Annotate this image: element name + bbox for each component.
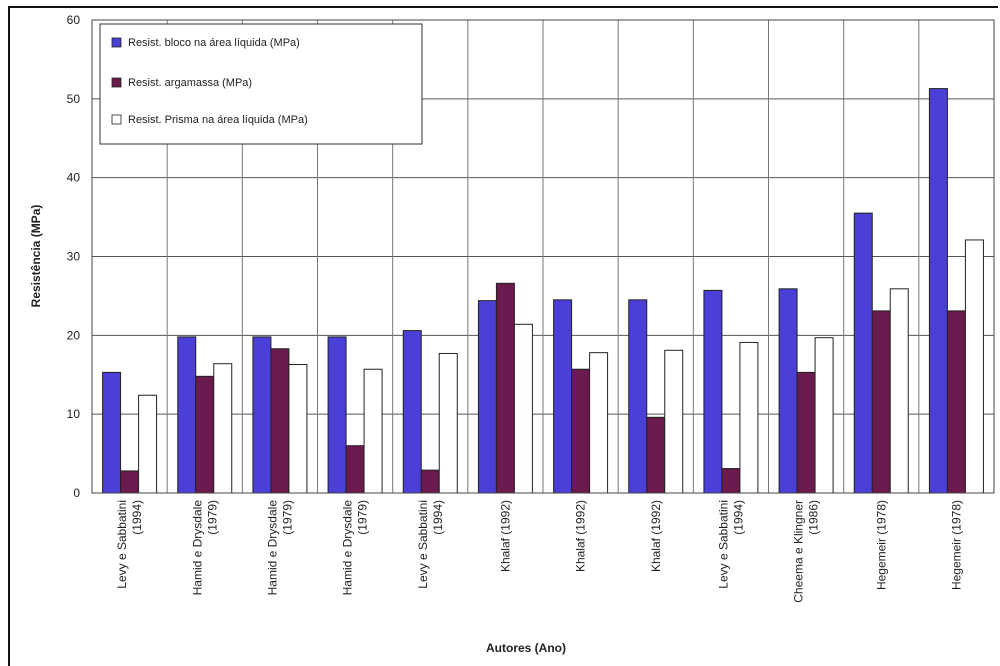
bar-bloco <box>402 330 422 494</box>
y-tick-label: 60 <box>67 13 81 27</box>
x-category-label: Cheema e Klingner (1986) <box>792 500 821 603</box>
bar-argamassa <box>721 468 741 494</box>
bar-bloco <box>177 336 197 494</box>
y-tick-labels: 0 10 20 30 40 50 60 <box>67 13 81 500</box>
x-category-label: Hamid e Drysdale (1979) <box>341 500 370 596</box>
x-category-label-line: Khalaf (1992) <box>574 500 588 572</box>
bars <box>102 88 984 494</box>
bar-prisma <box>814 337 834 494</box>
x-category-label-line: Levy e Sabbatini <box>115 500 129 589</box>
bar-bloco <box>477 300 497 494</box>
x-category-label-line: (1994) <box>130 500 144 535</box>
x-category-label: Khalaf (1992) <box>574 500 588 572</box>
bar-bloco <box>553 299 573 494</box>
x-category-label-line: Hamid e Drysdale <box>190 500 204 596</box>
bar-prisma <box>739 341 759 494</box>
legend-swatch-argamassa <box>111 77 122 88</box>
bar-prisma <box>363 368 383 494</box>
bar-bloco <box>102 371 122 494</box>
bar-prisma <box>964 239 984 494</box>
x-category-label: Hegemeir (1978) <box>949 500 963 590</box>
x-category-label-line: (1986) <box>807 500 821 535</box>
x-category-label-line: Levy e Sabbatini <box>716 500 730 589</box>
x-category-label: Hamid e Drysdale (1979) <box>190 500 219 596</box>
bar-argamassa <box>646 416 666 494</box>
bar-argamassa <box>495 282 515 494</box>
bar-bloco <box>252 336 272 494</box>
legend-label-argamassa: Resist. argamassa (MPa) <box>128 77 252 89</box>
legend-swatch-prisma <box>111 114 122 125</box>
y-tick-label: 20 <box>67 328 81 342</box>
bar-argamassa <box>120 470 140 494</box>
x-category-label-line: Khalaf (1992) <box>498 500 512 572</box>
x-axis-title: Autores (Ano) <box>486 641 566 655</box>
bar-prisma <box>589 352 609 494</box>
bar-argamassa <box>946 310 966 494</box>
bar-bloco <box>628 299 648 494</box>
x-category-label-line: Cheema e Klingner <box>792 500 806 603</box>
x-category-label-line: (1979) <box>205 500 219 535</box>
y-tick-label: 30 <box>67 250 81 264</box>
y-tick-label: 50 <box>67 92 81 106</box>
x-category-label-line: Hamid e Drysdale <box>341 500 355 596</box>
bar-prisma <box>213 363 233 494</box>
legend-label-bloco: Resist. bloco na área líquida (MPa) <box>128 37 300 49</box>
x-category-label: Khalaf (1992) <box>498 500 512 572</box>
bar-prisma <box>889 288 909 494</box>
x-category-label-line: (1979) <box>280 500 294 535</box>
bar-argamassa <box>195 375 215 494</box>
x-category-label: Levy e Sabbatini (1994) <box>416 500 445 589</box>
x-category-labels: Levy e Sabbatini (1994) Hamid e Drysdale (1… <box>115 500 963 603</box>
bar-argamassa <box>571 368 591 494</box>
legend-box <box>99 23 423 145</box>
bar-bloco <box>928 88 948 494</box>
bar-bloco <box>327 336 347 494</box>
x-category-label-line: Levy e Sabbatini <box>416 500 430 589</box>
x-category-label: Hamid e Drysdale (1979) <box>265 500 294 596</box>
y-axis-title: Resistência (MPa) <box>29 205 43 308</box>
legend-swatch-bloco <box>111 37 122 48</box>
x-category-label-line: Hegemeir (1978) <box>949 500 963 590</box>
bar-bloco <box>778 288 798 494</box>
y-tick-label: 40 <box>67 171 81 185</box>
bar-argamassa <box>796 371 816 494</box>
chart-frame <box>8 6 998 666</box>
legend: Resist. bloco na área líquida (MPa) Resi… <box>99 23 423 145</box>
bar-bloco <box>853 212 873 494</box>
bar-prisma <box>438 352 458 494</box>
x-category-label-line: Khalaf (1992) <box>649 500 663 572</box>
bar-argamassa <box>345 445 365 494</box>
bar-prisma <box>664 349 684 494</box>
bar-argamassa <box>871 310 891 494</box>
x-category-label-line: (1994) <box>731 500 745 535</box>
y-tick-label: 0 <box>73 486 80 500</box>
x-category-label-line: (1979) <box>356 500 370 535</box>
bar-prisma <box>138 394 158 494</box>
bar-prisma <box>513 323 533 494</box>
x-category-label: Khalaf (1992) <box>649 500 663 572</box>
bar-prisma <box>288 364 308 494</box>
x-category-label-line: (1994) <box>431 500 445 535</box>
gridlines <box>92 19 994 494</box>
bar-bloco <box>703 289 723 494</box>
bar-argamassa <box>270 348 290 494</box>
plot-area-border <box>91 19 995 494</box>
x-category-label: Levy e Sabbatini (1994) <box>115 500 144 589</box>
x-category-label-line: Hamid e Drysdale <box>265 500 279 596</box>
x-category-label: Levy e Sabbatini (1994) <box>716 500 745 589</box>
bar-argamassa <box>420 469 440 494</box>
y-tick-label: 10 <box>67 407 81 421</box>
x-category-label-line: Hegemeir (1978) <box>874 500 888 590</box>
x-category-label: Hegemeir (1978) <box>874 500 888 590</box>
legend-label-prisma: Resist. Prisma na área líquida (MPa) <box>128 114 308 126</box>
